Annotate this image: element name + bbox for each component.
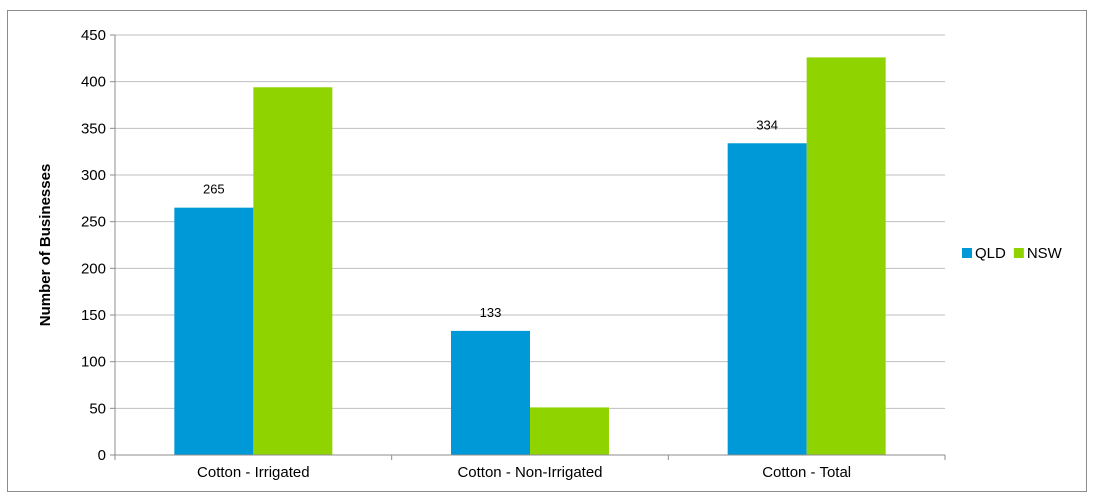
bars <box>174 57 886 456</box>
bar-qld <box>727 143 807 455</box>
x-tick-label: Cotton - Non-Irrigated <box>457 464 602 481</box>
x-tick-labels: Cotton - Irrigated Cotton - Non-Irrigated… <box>197 464 851 481</box>
data-label: 334 <box>756 117 778 132</box>
x-tick-label: Cotton - Total <box>762 464 851 481</box>
bar-nsw <box>530 407 609 455</box>
bar-qld <box>174 207 254 455</box>
y-tick-label: 450 <box>81 27 106 44</box>
y-tick-label: 0 <box>98 447 106 464</box>
x-tick-label: Cotton - Irrigated <box>197 464 310 481</box>
legend: QLD NSW <box>962 245 1063 262</box>
y-axis-label: Number of Businesses <box>37 164 54 327</box>
y-tick-label: 50 <box>89 400 106 417</box>
bar-nsw <box>806 57 886 456</box>
y-tick-label: 150 <box>81 307 106 324</box>
bar-qld <box>451 330 530 455</box>
legend-swatch-qld <box>962 248 972 258</box>
legend-swatch-nsw <box>1013 248 1024 258</box>
y-tick-label: 100 <box>81 354 106 371</box>
y-tick-label: 400 <box>81 74 106 91</box>
data-label: 265 <box>203 182 225 197</box>
y-tick-labels: 0 50 100 150 200 250 300 350 400 450 <box>81 27 106 464</box>
axes <box>110 34 946 460</box>
data-labels: 265 133 334 <box>203 117 778 320</box>
legend-label-nsw: NSW <box>1027 245 1063 262</box>
y-tick-label: 250 <box>81 214 106 231</box>
data-label: 133 <box>480 305 502 320</box>
y-tick-label: 200 <box>81 260 106 277</box>
legend-label-qld: QLD <box>975 245 1006 262</box>
y-tick-label: 350 <box>81 120 106 137</box>
bar-nsw <box>253 87 333 456</box>
y-tick-label: 300 <box>81 167 106 184</box>
